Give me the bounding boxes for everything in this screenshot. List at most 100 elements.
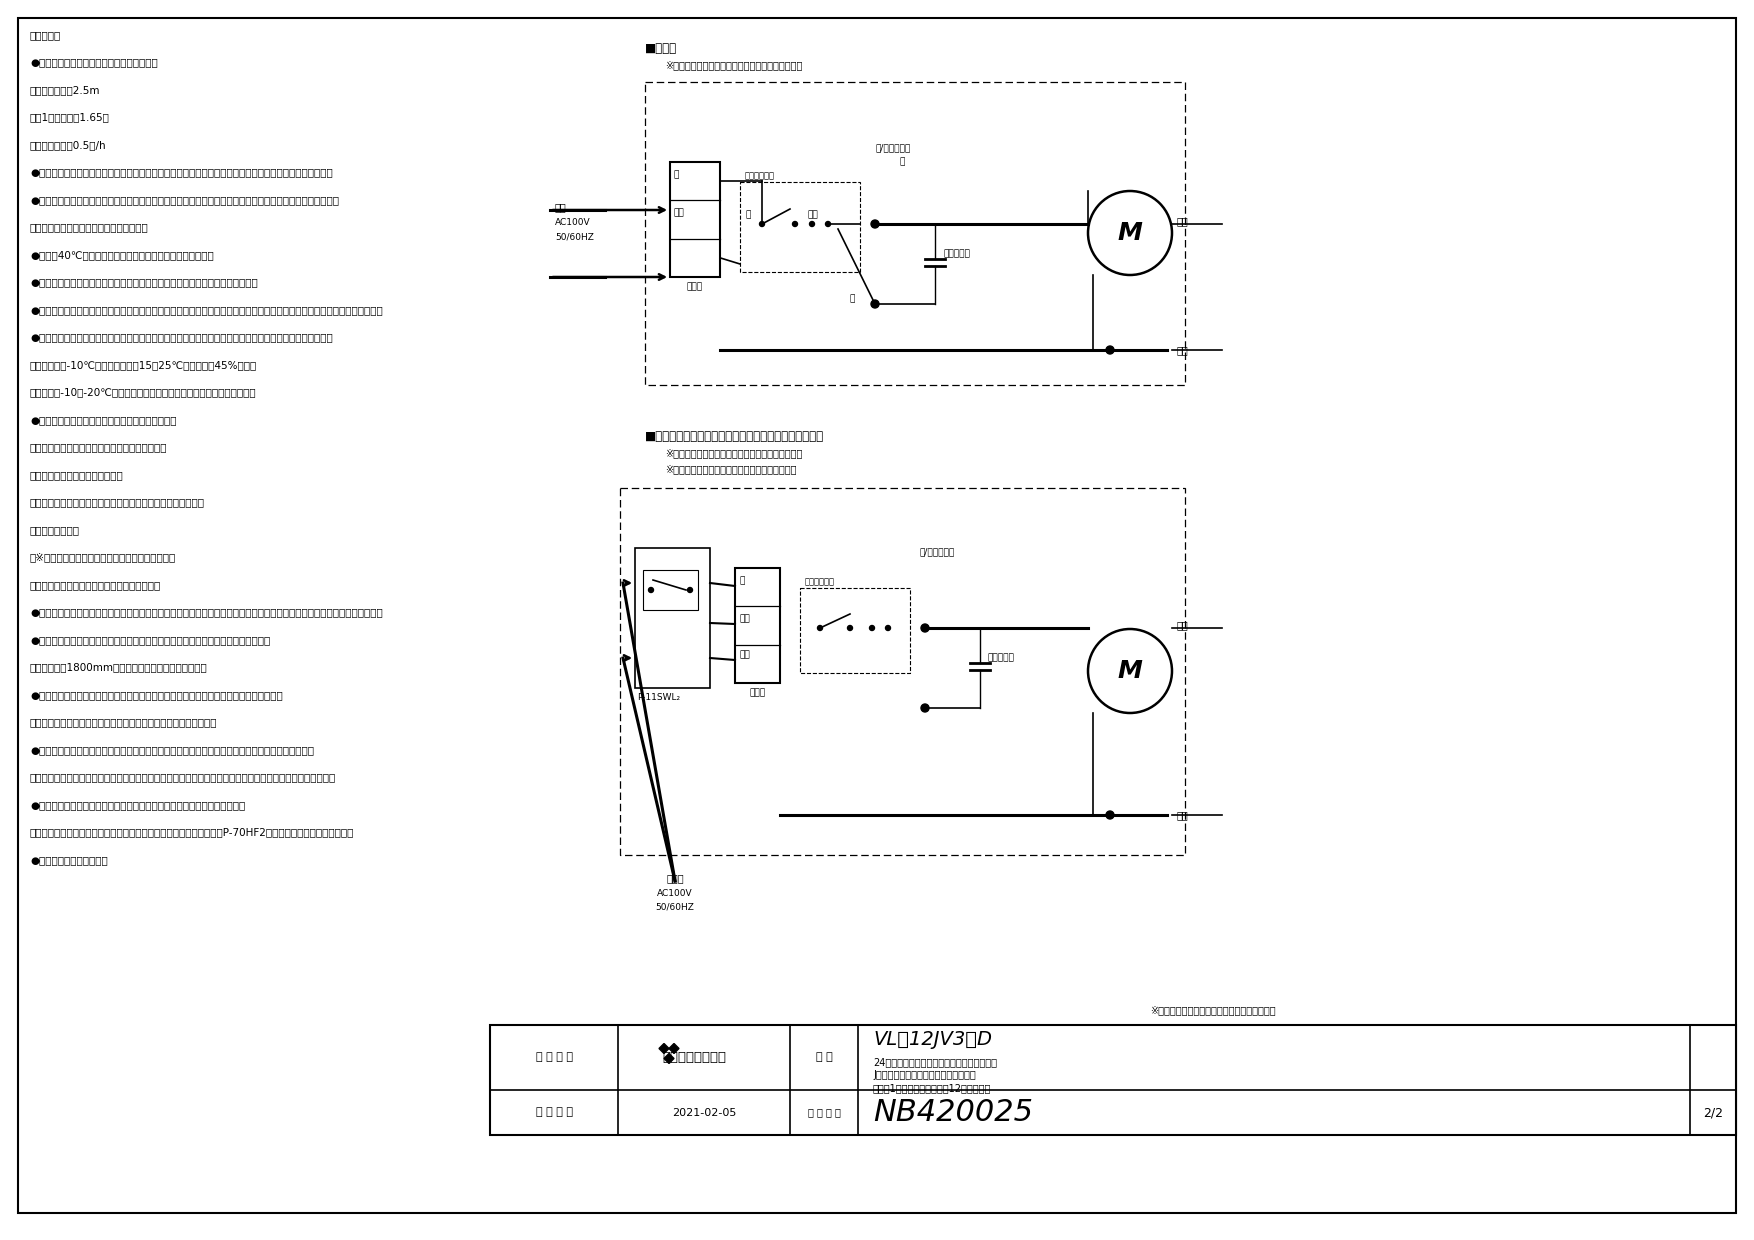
Circle shape	[817, 625, 823, 630]
Text: 三菱電機株式会社: 三菱電機株式会社	[661, 1052, 726, 1064]
Text: ※強弱の切換は本体スイッチをご使用ください。: ※強弱の切換は本体スイッチをご使用ください。	[665, 464, 796, 474]
Text: 作 成 日 付: 作 成 日 付	[535, 1107, 572, 1117]
Bar	[670, 162, 719, 277]
Text: （給気とともに水、雪が浸入し、水垂れの原因になります）: （給気とともに水、雪が浸入し、水垂れの原因になります）	[30, 497, 205, 507]
Text: AC100V: AC100V	[554, 218, 591, 227]
Text: NB420025: NB420025	[873, 1097, 1033, 1127]
Text: P-11SWL₂: P-11SWL₂	[637, 693, 681, 702]
Text: キ: キ	[745, 210, 751, 219]
Text: モモ: モモ	[809, 210, 819, 219]
Text: 整 理 番 号: 整 理 番 号	[807, 1107, 840, 1117]
Text: 強: 強	[900, 157, 905, 166]
Text: ・天井高さ：2.5m: ・天井高さ：2.5m	[30, 86, 100, 95]
Text: ●タテ取付はできません。: ●タテ取付はできません。	[30, 856, 107, 866]
Text: アカ: アカ	[674, 208, 684, 217]
Text: 弱: 弱	[851, 294, 856, 303]
Text: シロ: シロ	[1177, 620, 1189, 630]
Circle shape	[1107, 346, 1114, 353]
Text: （床面より1800mm以上のメンテナンス可能な位置）: （床面より1800mm以上のメンテナンス可能な位置）	[30, 662, 207, 672]
Text: 第 三 角 法: 第 三 角 法	[535, 1053, 572, 1063]
Text: 形 名: 形 名	[816, 1053, 833, 1063]
Circle shape	[1107, 811, 1114, 818]
Text: ●この製品は高所据付用です。またメンテナンスができる位置に据付けてください。: ●この製品は高所据付用です。またメンテナンスができる位置に据付けてください。	[30, 635, 270, 645]
Bar	[740, 182, 859, 272]
Text: ・外気温が低いときや、雪や風、雨の強いとき: ・外気温が低いときや、雪や風、雨の強いとき	[30, 443, 167, 453]
Text: アカ: アカ	[1177, 810, 1189, 820]
Text: ●給気用フィルターは一部の小さな粒子や虫等が通過する場合があります。: ●給気用フィルターは一部の小さな粒子や虫等が通過する場合があります。	[30, 800, 246, 810]
Polygon shape	[660, 1044, 668, 1054]
Circle shape	[870, 625, 875, 630]
Text: アカ: アカ	[1177, 345, 1189, 355]
Text: キ: キ	[674, 170, 679, 179]
Text: ●内蔵のフィルターがホコリなどで目詰まりしますので、掃除のしやすい場所に設置してください。: ●内蔵のフィルターがホコリなどで目詰まりしますので、掃除のしやすい場所に設置して…	[30, 745, 314, 755]
Bar	[635, 548, 710, 688]
Text: 2/2: 2/2	[1703, 1106, 1722, 1118]
Text: M: M	[1117, 221, 1142, 246]
Polygon shape	[665, 1054, 674, 1064]
Text: シロ: シロ	[1177, 216, 1189, 226]
Text: ■入切操作を壁スイッチで行なう場合の結線図（参考）: ■入切操作を壁スイッチで行なう場合の結線図（参考）	[645, 430, 824, 443]
Text: ●雨水・雪の直接かかる場所では水や雪が浸入することがありますので必ず指定のシステム部材と組合せてご使用ください。: ●雨水・雪の直接かかる場所では水や雪が浸入することがありますので必ず指定のシステ…	[30, 305, 382, 315]
Circle shape	[921, 624, 930, 632]
Text: （ご注意）: （ご注意）	[30, 30, 61, 40]
Circle shape	[921, 704, 930, 712]
Text: 24時間同時給排気形換気扇〈熱交換タイプ〉: 24時間同時給排気形換気扇〈熱交換タイプ〉	[873, 1056, 996, 1066]
Text: 電　源: 電 源	[667, 873, 684, 883]
Text: 50/60HZ: 50/60HZ	[656, 903, 695, 911]
Text: 強/弱スイッチ: 強/弱スイッチ	[921, 547, 956, 556]
Text: M: M	[1117, 658, 1142, 683]
Text: 電源: 電源	[554, 202, 567, 212]
Bar	[800, 588, 910, 673]
Text: VL－12JV3－D: VL－12JV3－D	[873, 1030, 993, 1049]
Text: ●下記のような場合は、運転を停止してください。: ●下記のような場合は、運転を停止してください。	[30, 415, 177, 425]
Text: 電源スイッチ: 電源スイッチ	[745, 171, 775, 180]
Circle shape	[688, 588, 693, 593]
Text: 強/弱スイッチ: 強/弱スイッチ	[875, 143, 910, 153]
Text: ●下記環境下で長時間使用しますと、熱交換器が腐蝕したり、本体から結露水が滴下することがあります。: ●下記環境下で長時間使用しますと、熱交換器が腐蝕したり、本体から結露水が滴下する…	[30, 332, 333, 342]
Text: （室外温度-10℃以下・室内温度15～25℃・室内湿度45%以上）: （室外温度-10℃以下・室内温度15～25℃・室内湿度45%以上）	[30, 360, 258, 370]
Text: 50/60HZ: 50/60HZ	[554, 232, 595, 241]
Text: ※太線部分の結線はお客様にて施工してください。: ※太線部分の結線はお客様にて施工してください。	[665, 448, 802, 458]
Text: コンデンサ: コンデンサ	[944, 249, 970, 258]
Circle shape	[793, 222, 798, 227]
Bar	[619, 489, 1186, 856]
Circle shape	[872, 219, 879, 228]
Text: ・清掃・点検時: ・清掃・点検時	[30, 525, 81, 534]
Text: （壁掛1パイプ取付タイプ・12畳以下用）: （壁掛1パイプ取付タイプ・12畳以下用）	[873, 1083, 991, 1092]
Circle shape	[872, 300, 879, 308]
Text: コンデンサ: コンデンサ	[988, 653, 1016, 662]
Text: （一時停止後は、運転を再開してください）: （一時停止後は、運転を再開してください）	[30, 580, 161, 590]
Text: 2021-02-05: 2021-02-05	[672, 1107, 737, 1117]
Circle shape	[1087, 191, 1172, 275]
Text: ※上記条件以外、運転を停止しないでください。: ※上記条件以外、運転を停止しないでください。	[30, 553, 175, 563]
Polygon shape	[668, 1044, 679, 1054]
Text: アオ: アオ	[738, 650, 749, 658]
Bar	[644, 570, 698, 610]
Circle shape	[886, 625, 891, 630]
Text: 端子台: 端子台	[688, 281, 703, 291]
Text: 電源スイッチ: 電源スイッチ	[805, 577, 835, 587]
Text: （就寝時に製品の運転音や冷風感を感じるおそれがあります。）: （就寝時に製品の運転音や冷風感を感じるおそれがあります。）	[30, 718, 217, 728]
Circle shape	[759, 222, 765, 227]
Text: AC100V: AC100V	[658, 889, 693, 898]
Circle shape	[847, 625, 852, 630]
Text: キ: キ	[738, 577, 744, 585]
Text: ●室外側給気口は、新鮮な空気が取り入れられる位置に設けてください。室内が酸欠になることがあります。: ●室外側給気口は、新鮮な空気が取り入れられる位置に設けてください。室内が酸欠にな…	[30, 195, 339, 205]
Text: （ボイラー・車などの排気ガスに注意）: （ボイラー・車などの排気ガスに注意）	[30, 222, 149, 233]
Bar	[735, 568, 781, 683]
Text: ●適用畳数設定は下記の数値に基づきます。: ●適用畳数設定は下記の数値に基づきます。	[30, 57, 158, 67]
Bar	[645, 82, 1186, 384]
Text: ・霜の多いときや、粉雪のとき: ・霜の多いときや、粉雪のとき	[30, 470, 125, 480]
Text: ●耐湿構造ではありませんので浴室・洗面所等では使用しないでください。感電・故障の原因になります。: ●耐湿構造ではありませんので浴室・洗面所等では使用しないでください。感電・故障の…	[30, 167, 333, 177]
Circle shape	[1087, 629, 1172, 713]
Text: ●台所など油煙の多い場所や有機溶剤がかかる場所には据付けないでください。: ●台所など油煙の多い場所や有機溶剤がかかる場所には据付けないでください。	[30, 278, 258, 288]
Circle shape	[826, 222, 830, 227]
Circle shape	[810, 222, 814, 227]
Text: （内蔵のフィルターにて外気からのホコリなどを除去しますが、本体及び周辺が汚れることがあります。）: （内蔵のフィルターにて外気からのホコリなどを除去しますが、本体及び周辺が汚れるこ…	[30, 773, 337, 782]
Text: J－ファンロスナイミニ（寒冷地仕様）: J－ファンロスナイミニ（寒冷地仕様）	[873, 1070, 975, 1080]
Circle shape	[649, 588, 654, 593]
Text: ●高温（40℃以上）になる場所には据付けないでください。: ●高温（40℃以上）になる場所には据付けないでください。	[30, 250, 214, 260]
Bar	[489, 1025, 1736, 1135]
Text: ●ベッドの設置場所に配慮し、製品はベッドから離して設置することをおすすめします。: ●ベッドの設置場所に配慮し、製品はベッドから離して設置することをおすすめします。	[30, 689, 282, 701]
Text: ※太線部分の結線はお客様にて施工してください。: ※太線部分の結線はお客様にて施工してください。	[665, 60, 802, 69]
